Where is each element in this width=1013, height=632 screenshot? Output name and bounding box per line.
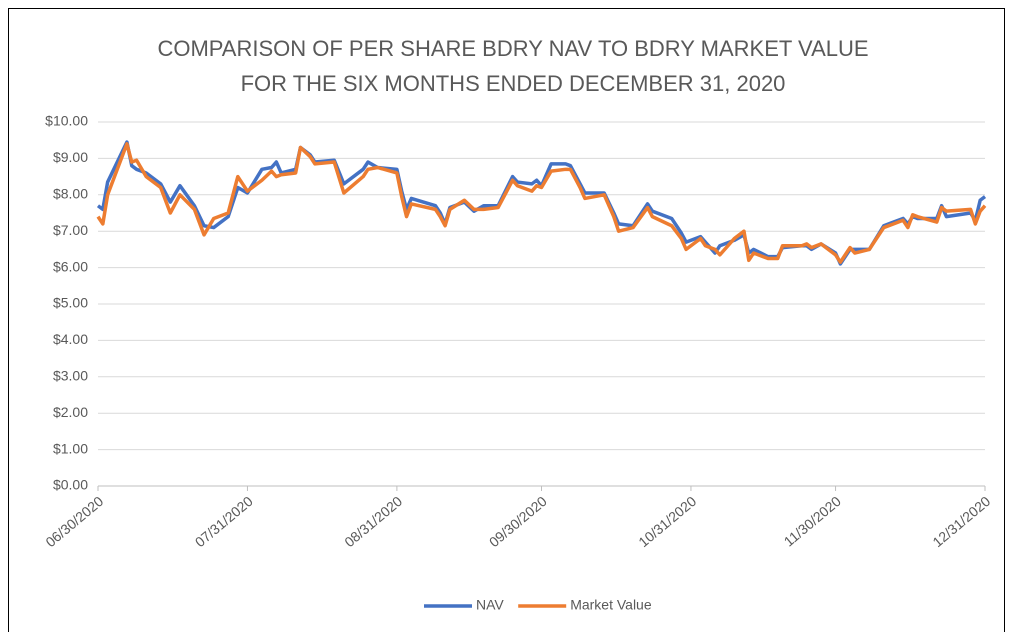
y-tick-label: $10.00: [45, 113, 88, 129]
chart-frame: [8, 8, 1005, 632]
y-tick-label: $8.00: [53, 186, 88, 202]
y-tick-label: $5.00: [53, 295, 88, 311]
y-tick-label: $4.00: [53, 331, 88, 347]
y-tick-label: $1.00: [53, 440, 88, 456]
y-tick-label: $9.00: [53, 149, 88, 165]
y-tick-label: $7.00: [53, 222, 88, 238]
y-tick-label: $0.00: [53, 477, 88, 493]
y-tick-label: $6.00: [53, 258, 88, 274]
legend-label: Market Value: [570, 597, 652, 613]
chart-title: COMPARISON OF PER SHARE BDRY NAV TO BDRY…: [157, 36, 868, 61]
series-line: [96, 142, 987, 264]
y-tick-label: $3.00: [53, 368, 88, 384]
y-tick-label: $2.00: [53, 404, 88, 420]
legend-label: NAV: [476, 597, 504, 613]
chart-title: FOR THE SIX MONTHS ENDED DECEMBER 31, 20…: [241, 71, 786, 96]
